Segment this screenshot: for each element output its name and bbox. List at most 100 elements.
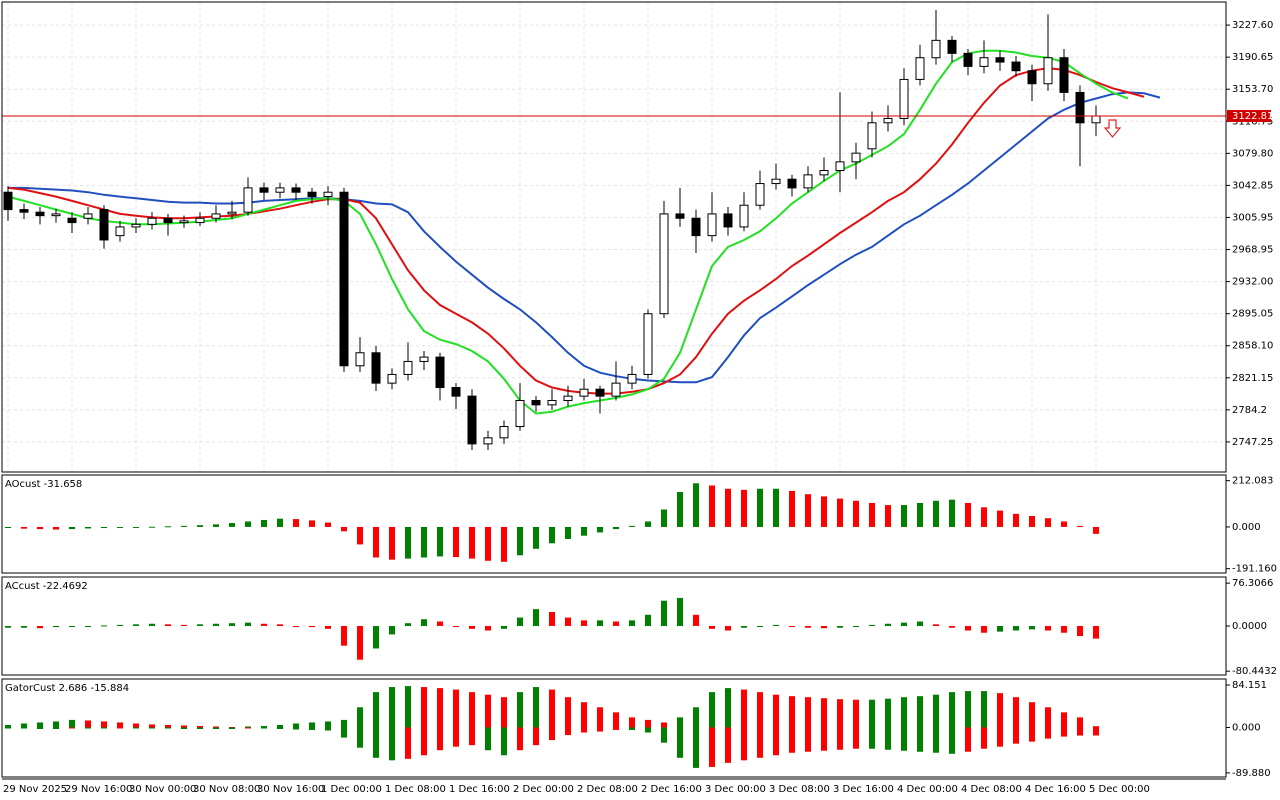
histogram-bar (773, 624, 779, 626)
gator-bar (645, 719, 651, 728)
histogram-bar (581, 620, 587, 626)
candle-body (99, 209, 109, 241)
gator-bar (101, 721, 107, 728)
x-tick-label: 30 Nov 00:00 (129, 784, 196, 795)
histogram-bar (373, 526, 379, 558)
gator-bar (917, 727, 923, 752)
gator-bar (517, 727, 523, 751)
histogram-bar (229, 523, 235, 527)
histogram-bar (693, 614, 699, 626)
y-tick-label: 0.000 (1232, 522, 1261, 533)
histogram-bar (805, 626, 811, 628)
candle-body (291, 187, 301, 193)
candle-body (339, 191, 349, 367)
candle-body (35, 211, 45, 217)
gator-bar (837, 727, 843, 750)
candle-body (851, 152, 861, 163)
y-tick-label: 2932.00 (1232, 277, 1273, 288)
histogram-bar (1045, 626, 1051, 631)
gator-bar (661, 727, 667, 743)
y-tick-label: 76.3066 (1232, 578, 1273, 589)
histogram-bar (85, 626, 91, 627)
histogram-bar (1013, 626, 1019, 631)
histogram-bar (197, 525, 203, 527)
histogram-bar (421, 526, 427, 558)
y-tick-label: 2895.05 (1232, 309, 1273, 320)
gator-bar (405, 727, 411, 759)
histogram-bar (1093, 626, 1099, 639)
candle-body (115, 226, 125, 237)
histogram-bar (677, 597, 683, 626)
gator-bar (37, 722, 43, 728)
panel-frame (1, 474, 1227, 574)
gator-bar (469, 727, 475, 746)
histogram-bar (933, 624, 939, 626)
gator-bar (901, 697, 907, 728)
panel-label: ACcust -22.4692 (5, 581, 88, 592)
gator-bar (549, 689, 555, 728)
gator-bar (1077, 727, 1083, 736)
candle-body (1043, 57, 1053, 85)
histogram-bar (901, 622, 907, 626)
gator-bar (533, 687, 539, 728)
gator-bar (341, 727, 347, 738)
alligator-line (8, 91, 1161, 384)
gator-bar (885, 727, 891, 750)
gator-bar (53, 727, 59, 730)
histogram-bar (325, 522, 331, 527)
histogram-bar (21, 626, 27, 628)
gator-bar (229, 726, 235, 728)
candle-body (995, 57, 1005, 63)
candle-body (547, 399, 557, 406)
gator-bar (949, 727, 955, 754)
histogram-bar (917, 502, 923, 527)
gator-bar (1045, 707, 1051, 728)
x-tick-label: 1 Dec 16:00 (449, 784, 510, 795)
gator-bar (613, 727, 619, 731)
histogram-bar (261, 623, 267, 626)
histogram-bar (437, 621, 443, 626)
x-tick-label: 30 Nov 16:00 (257, 784, 324, 795)
histogram-bar (37, 526, 43, 530)
candle-body (531, 399, 541, 406)
histogram-bar (309, 520, 315, 527)
gator-bar (789, 696, 795, 728)
gator-bar (581, 727, 587, 733)
candle-body (259, 187, 269, 193)
histogram-bar (69, 626, 75, 627)
histogram-bar (181, 624, 187, 626)
histogram-bar (5, 526, 11, 529)
gator-bar (981, 691, 987, 728)
histogram-bar (293, 626, 299, 627)
candle-body (643, 313, 653, 375)
histogram-bar (469, 526, 475, 559)
gator-bar (741, 727, 747, 761)
gator-bar (149, 727, 155, 729)
histogram-bar (149, 526, 155, 528)
histogram-bar (53, 526, 59, 530)
x-tick-label: 4 Dec 16:00 (1025, 784, 1086, 795)
gator-bar (197, 725, 203, 728)
histogram-bar (405, 526, 411, 559)
panel-frame (1, 576, 1227, 676)
histogram-bar (133, 526, 139, 528)
gator-bar (709, 692, 715, 728)
candle-body (163, 217, 173, 224)
histogram-bar (997, 626, 1003, 632)
candle-body (803, 174, 813, 189)
x-tick-label: 2 Dec 08:00 (577, 784, 638, 795)
histogram-bar (325, 626, 331, 629)
candle-body (915, 57, 925, 80)
gator-bar (53, 721, 59, 728)
histogram-bar (1045, 518, 1051, 527)
histogram-bar (565, 526, 571, 539)
gator-bar (373, 692, 379, 728)
histogram-bar (485, 526, 491, 561)
y-tick-label: -89.880 (1232, 768, 1271, 779)
gator-bar (453, 689, 459, 728)
candle-body (403, 360, 413, 375)
candle-body (195, 217, 205, 224)
candle-body (563, 395, 573, 401)
histogram-bar (133, 624, 139, 626)
